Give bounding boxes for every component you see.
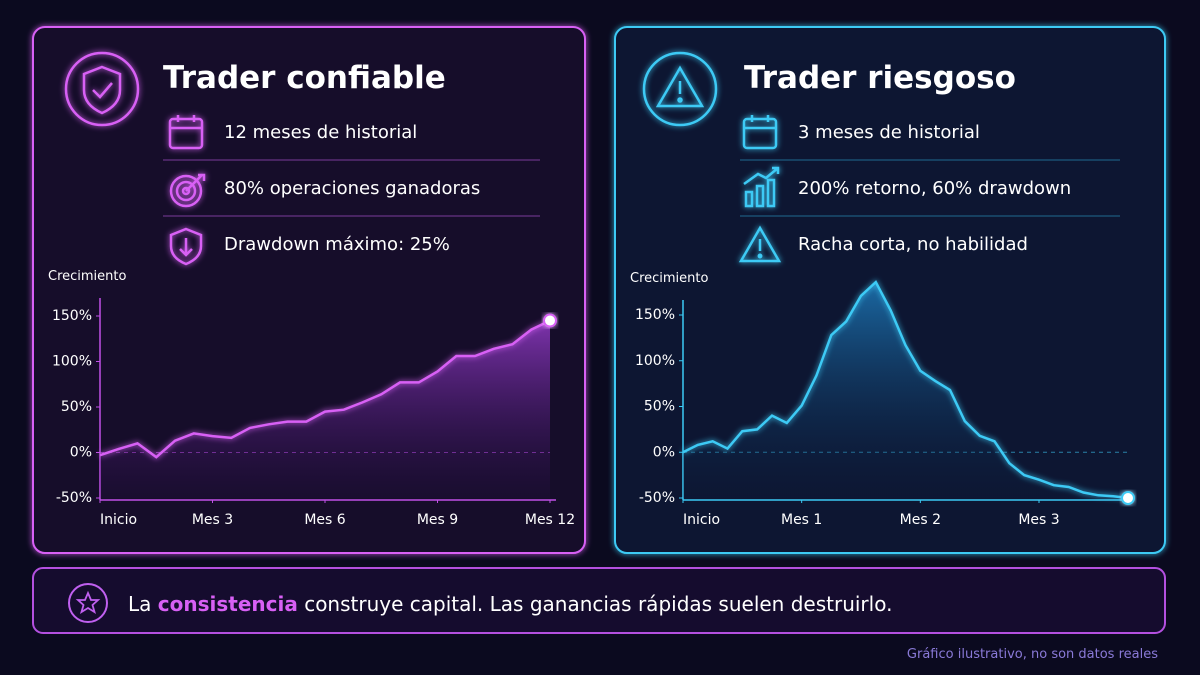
y-tick-label: 0% bbox=[653, 444, 675, 460]
x-tick-label: Mes 2 bbox=[900, 512, 941, 528]
card-item: 12 meses de historial bbox=[224, 122, 417, 143]
y-tick-label: 150% bbox=[52, 308, 92, 324]
x-tick-label: Inicio bbox=[683, 512, 720, 528]
line bbox=[682, 280, 1129, 500]
x-tick-label: Mes 6 bbox=[304, 512, 345, 528]
y-tick-label: 150% bbox=[635, 307, 675, 323]
footer-box bbox=[32, 567, 1166, 634]
icons bbox=[64, 51, 206, 266]
y-axis-title: Crecimiento bbox=[48, 269, 127, 284]
area bbox=[100, 320, 550, 498]
disclaimer: Gráfico ilustrativo, no son datos reales bbox=[907, 647, 1158, 662]
x-tick-label: Mes 1 bbox=[781, 512, 822, 528]
x-tick-label: Mes 9 bbox=[417, 512, 458, 528]
end-point bbox=[543, 313, 557, 328]
separators bbox=[163, 159, 1120, 217]
y-tick-label: 0% bbox=[70, 445, 92, 461]
card-title: Trader confiable bbox=[163, 60, 446, 96]
star-icon bbox=[75, 590, 101, 614]
end-point bbox=[1121, 491, 1135, 505]
card-item: Drawdown máximo: 25% bbox=[224, 234, 450, 255]
y-axis-title: Crecimiento bbox=[630, 271, 709, 286]
area bbox=[683, 282, 1128, 498]
y-tick-label: 100% bbox=[635, 353, 675, 369]
card-item: 200% retorno, 60% drawdown bbox=[798, 178, 1071, 199]
x-tick-label: Mes 12 bbox=[525, 512, 575, 528]
footer-part: La bbox=[128, 592, 158, 616]
card-item: Racha corta, no habilidad bbox=[798, 234, 1028, 255]
x-tick-label: Mes 3 bbox=[192, 512, 233, 528]
line bbox=[99, 319, 551, 459]
y-tick-label: 50% bbox=[644, 399, 675, 415]
y-tick-label: -50% bbox=[639, 490, 675, 506]
y-tick-label: -50% bbox=[56, 490, 92, 506]
y-tick-label: 50% bbox=[61, 399, 92, 415]
x-tick-label: Inicio bbox=[100, 512, 137, 528]
footer-part: construye capital. Las ganancias rápidas… bbox=[298, 592, 893, 616]
footer-text: La consistencia construye capital. Las g… bbox=[128, 592, 892, 616]
card bbox=[614, 26, 1166, 554]
card-item: 3 meses de historial bbox=[798, 122, 980, 143]
card-title: Trader riesgoso bbox=[744, 60, 1016, 96]
y-tick-label: 100% bbox=[52, 354, 92, 370]
card-item: 80% operaciones ganadoras bbox=[224, 178, 480, 199]
icons bbox=[642, 51, 782, 263]
star-icon bbox=[68, 583, 108, 623]
footer-highlight: consistencia bbox=[158, 592, 298, 616]
x-tick-label: Mes 3 bbox=[1018, 512, 1059, 528]
